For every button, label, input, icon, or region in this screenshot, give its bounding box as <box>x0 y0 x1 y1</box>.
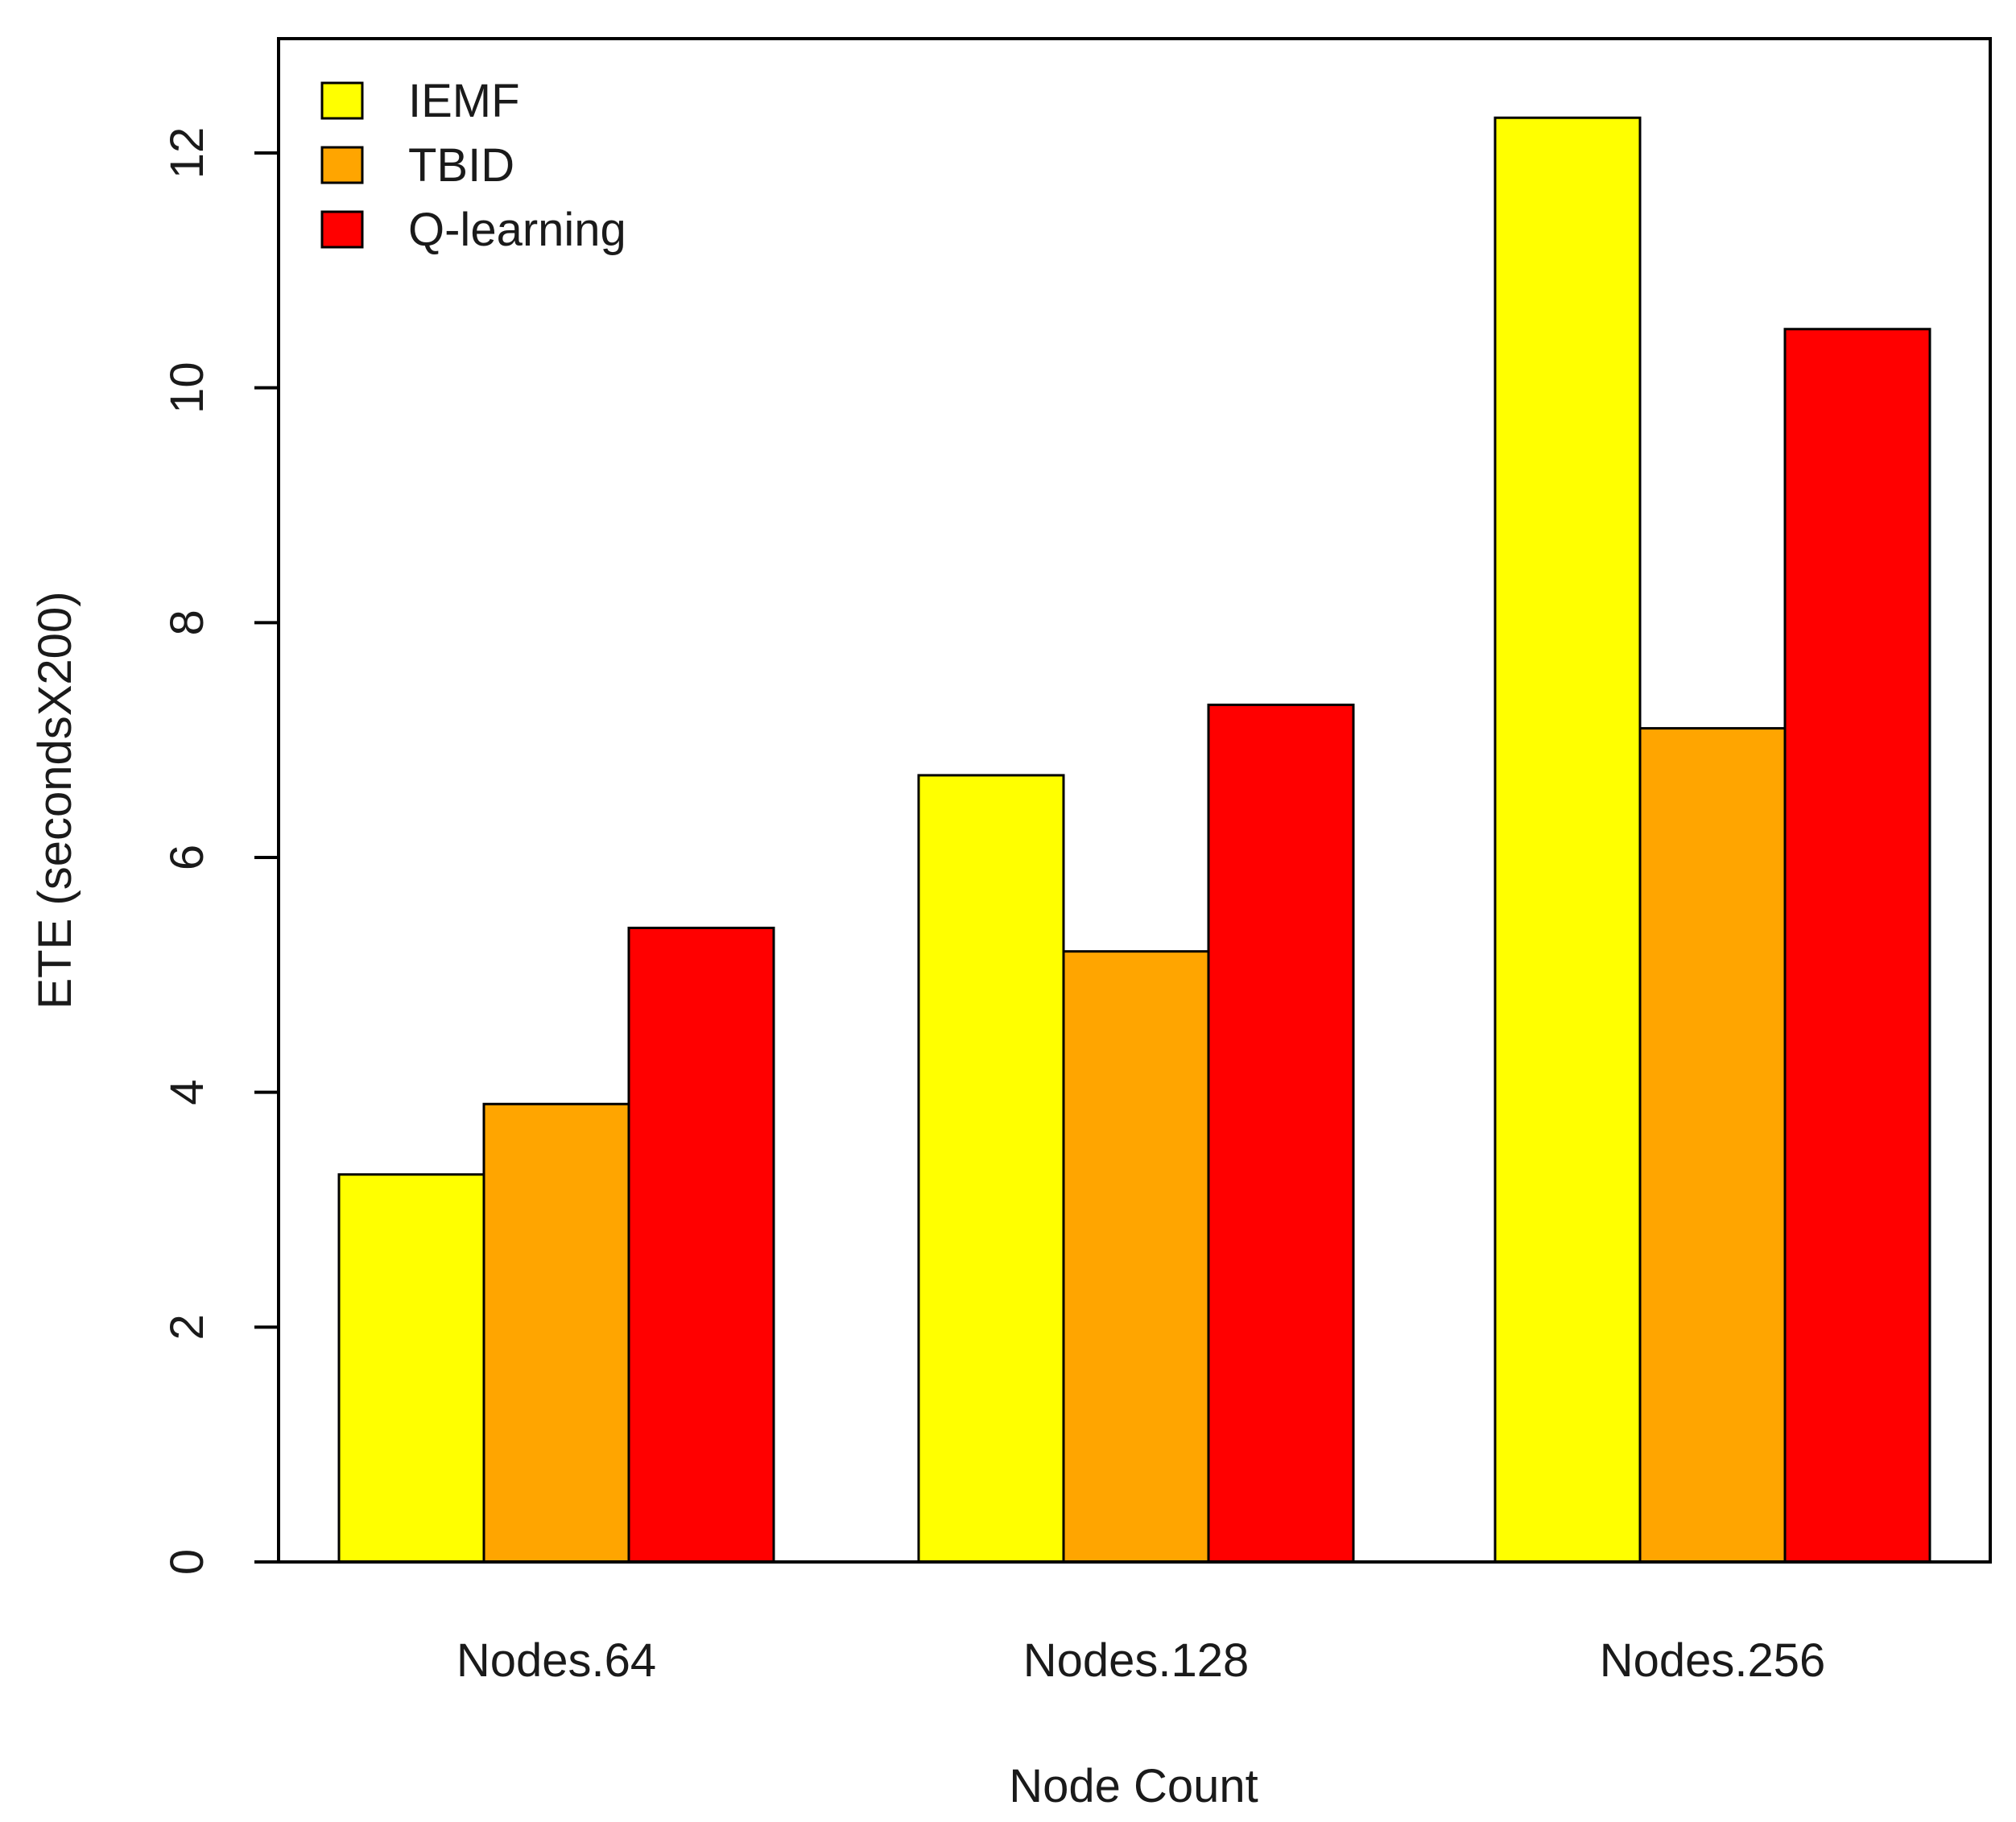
x-tick-label: Nodes.256 <box>1600 1634 1826 1687</box>
bar-q-learning-nodes-64 <box>627 927 775 1564</box>
bar-q-learning-nodes-128 <box>1207 703 1355 1564</box>
y-tick-label: 6 <box>161 845 213 870</box>
x-axis: Nodes.64 Nodes.128 Nodes.256 <box>456 1634 1825 1687</box>
x-tick-label: Nodes.64 <box>456 1634 656 1687</box>
y-tick-label: 8 <box>161 609 213 635</box>
y-tick-label: 10 <box>161 362 213 414</box>
bar-iemf-nodes-256 <box>1493 116 1642 1564</box>
bar-tbid-nodes-64 <box>482 1102 630 1564</box>
y-tick-label: 4 <box>161 1080 213 1105</box>
bar-iemf-nodes-64 <box>337 1173 485 1564</box>
y-tick-label: 0 <box>161 1549 213 1575</box>
x-axis-title: Node Count <box>1009 1760 1258 1812</box>
legend-swatch-q-learning <box>320 210 364 249</box>
y-axis-title: ETE (secondsX200) <box>29 591 81 1009</box>
legend-swatch-tbid <box>320 146 364 184</box>
legend: IEMF TBID Q-learning <box>320 75 626 256</box>
bars-group <box>337 116 1931 1564</box>
y-tick-label: 12 <box>161 127 213 180</box>
legend-label: IEMF <box>408 75 520 127</box>
bar-q-learning-nodes-256 <box>1783 328 1931 1564</box>
bar-iemf-nodes-128 <box>917 774 1065 1564</box>
legend-label: Q-learning <box>408 204 626 256</box>
x-tick-label: Nodes.128 <box>1023 1634 1250 1687</box>
legend-label: TBID <box>408 139 514 192</box>
y-axis: 0 2 4 6 8 10 12 <box>161 127 280 1575</box>
legend-swatch-iemf <box>320 81 364 120</box>
bar-tbid-nodes-128 <box>1062 950 1210 1564</box>
bar-tbid-nodes-256 <box>1638 727 1787 1564</box>
y-tick-label: 2 <box>161 1314 213 1340</box>
